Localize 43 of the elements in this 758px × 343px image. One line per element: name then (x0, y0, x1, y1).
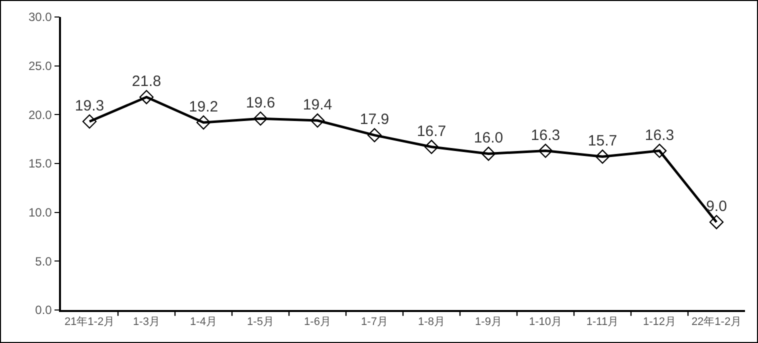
data-label: 15.7 (588, 132, 618, 150)
point (310, 113, 325, 128)
y-tick-label: 20.0 (28, 108, 52, 122)
data-label: 16.0 (474, 130, 504, 147)
y-tick-label: 0.0 (35, 303, 52, 318)
point (652, 144, 667, 158)
y-tick-label: 5.0 (35, 254, 52, 268)
data-label: 19.6 (246, 94, 276, 112)
x-tick-label: 1-11月 (586, 316, 619, 328)
data-label: 16.3 (644, 126, 674, 144)
x-tick-label: 1-6月 (304, 316, 331, 328)
data-label: 9.0 (706, 198, 727, 216)
data-label: 17.9 (360, 111, 390, 128)
point (82, 114, 97, 129)
point (709, 215, 724, 230)
x-tick-label: 1-5月 (247, 316, 274, 328)
data-label: 19.4 (302, 96, 332, 114)
data-label: 16.3 (530, 126, 560, 144)
x-tick-label: 1-8月 (418, 316, 445, 328)
x-tick-label: 1-10月 (528, 316, 562, 328)
y-tick-label: 10.0 (28, 206, 52, 220)
data-label: 21.8 (132, 73, 162, 90)
y-tick-label: 25.0 (28, 59, 52, 74)
x-tick-label: 1-9月 (475, 316, 502, 328)
point (253, 111, 268, 126)
x-tick-label: 1-3月 (133, 316, 160, 328)
point (367, 128, 382, 142)
data-label: 19.2 (188, 98, 218, 116)
x-tick-label: 1-4月 (190, 316, 217, 328)
x-tick-label: 1-7月 (361, 316, 388, 328)
y-tick-label: 15.0 (28, 156, 52, 171)
point (424, 140, 439, 154)
point (538, 144, 553, 158)
point (595, 150, 610, 164)
point (139, 90, 154, 104)
x-tick-label: 1-12月 (642, 316, 676, 328)
data-label: 19.3 (74, 98, 104, 114)
y-tick-label: 30.0 (28, 10, 52, 24)
x-tick-label: 22年1-2月 (691, 316, 742, 328)
point (196, 115, 211, 130)
x-tick-label: 21年1-2月 (64, 316, 115, 328)
data-label: 16.7 (416, 122, 446, 140)
point (481, 146, 496, 161)
